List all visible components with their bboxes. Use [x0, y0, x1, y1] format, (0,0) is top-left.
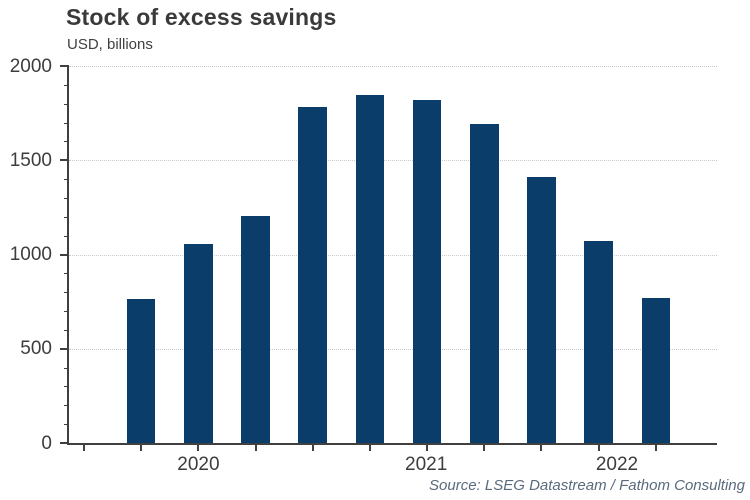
y-axis-minor-tick	[64, 424, 69, 426]
x-axis-tick	[368, 443, 371, 451]
bar	[184, 244, 213, 443]
bar	[584, 241, 613, 443]
bar	[641, 297, 671, 443]
y-tick-label: 1500	[9, 149, 52, 171]
y-axis-major-tick	[60, 253, 69, 256]
plot-area: 0 500 1000 1500 2000 2020 2021 2022	[10, 57, 717, 475]
bar	[355, 95, 385, 443]
gridline	[69, 348, 717, 350]
y-axis-minor-tick	[64, 216, 69, 218]
x-year-label: 2020	[177, 454, 220, 475]
y-axis-minor-tick	[64, 386, 69, 388]
y-axis-minor-tick	[64, 235, 69, 237]
x-year-label: 2021	[405, 454, 448, 475]
x-axis-tick	[483, 443, 486, 451]
bar	[527, 177, 556, 443]
gridline	[69, 254, 717, 256]
x-axis-tick	[140, 443, 143, 451]
x-axis-tick	[654, 443, 657, 451]
y-axis-major-tick	[60, 159, 69, 162]
y-axis-minor-tick	[64, 311, 69, 313]
x-axis-tick	[597, 443, 600, 451]
gridline	[69, 160, 717, 162]
bar	[298, 106, 327, 443]
bar	[470, 124, 499, 443]
bar	[126, 298, 156, 443]
bar	[241, 215, 270, 443]
x-axis-tick	[311, 443, 314, 451]
y-axis-minor-tick	[64, 367, 69, 369]
y-axis-major-tick	[60, 442, 69, 444]
y-axis-minor-tick	[64, 141, 69, 143]
y-axis-minor-tick	[64, 405, 69, 407]
y-axis-major-tick	[60, 347, 69, 350]
y-axis-minor-tick	[64, 122, 69, 124]
y-tick-label: 500	[20, 338, 52, 360]
y-tick-label: 1000	[9, 244, 52, 265]
x-axis-tick	[540, 443, 543, 451]
y-axis-minor-tick	[64, 103, 69, 105]
y-axis-minor-tick	[64, 179, 69, 181]
chart-title: Stock of excess savings	[66, 4, 337, 30]
y-tick-label: 0	[41, 432, 52, 454]
chart-subtitle: USD, billions	[67, 36, 153, 53]
gridline	[69, 66, 717, 67]
x-axis-tick	[82, 443, 85, 451]
x-axis-tick	[426, 443, 429, 451]
bar	[412, 99, 442, 443]
y-axis-minor-tick	[64, 329, 69, 331]
x-axis-tick	[197, 443, 200, 451]
x-axis-tick	[254, 443, 257, 451]
y-tick-label: 2000	[9, 55, 52, 77]
y-axis-minor-tick	[64, 84, 69, 86]
y-axis-minor-tick	[64, 292, 69, 294]
y-axis-major-tick	[60, 65, 69, 67]
y-axis-minor-tick	[64, 273, 69, 275]
y-axis-minor-tick	[64, 197, 69, 199]
x-year-label: 2022	[595, 454, 639, 475]
source-credit: Source: LSEG Datastream / Fathom Consult…	[429, 477, 745, 494]
